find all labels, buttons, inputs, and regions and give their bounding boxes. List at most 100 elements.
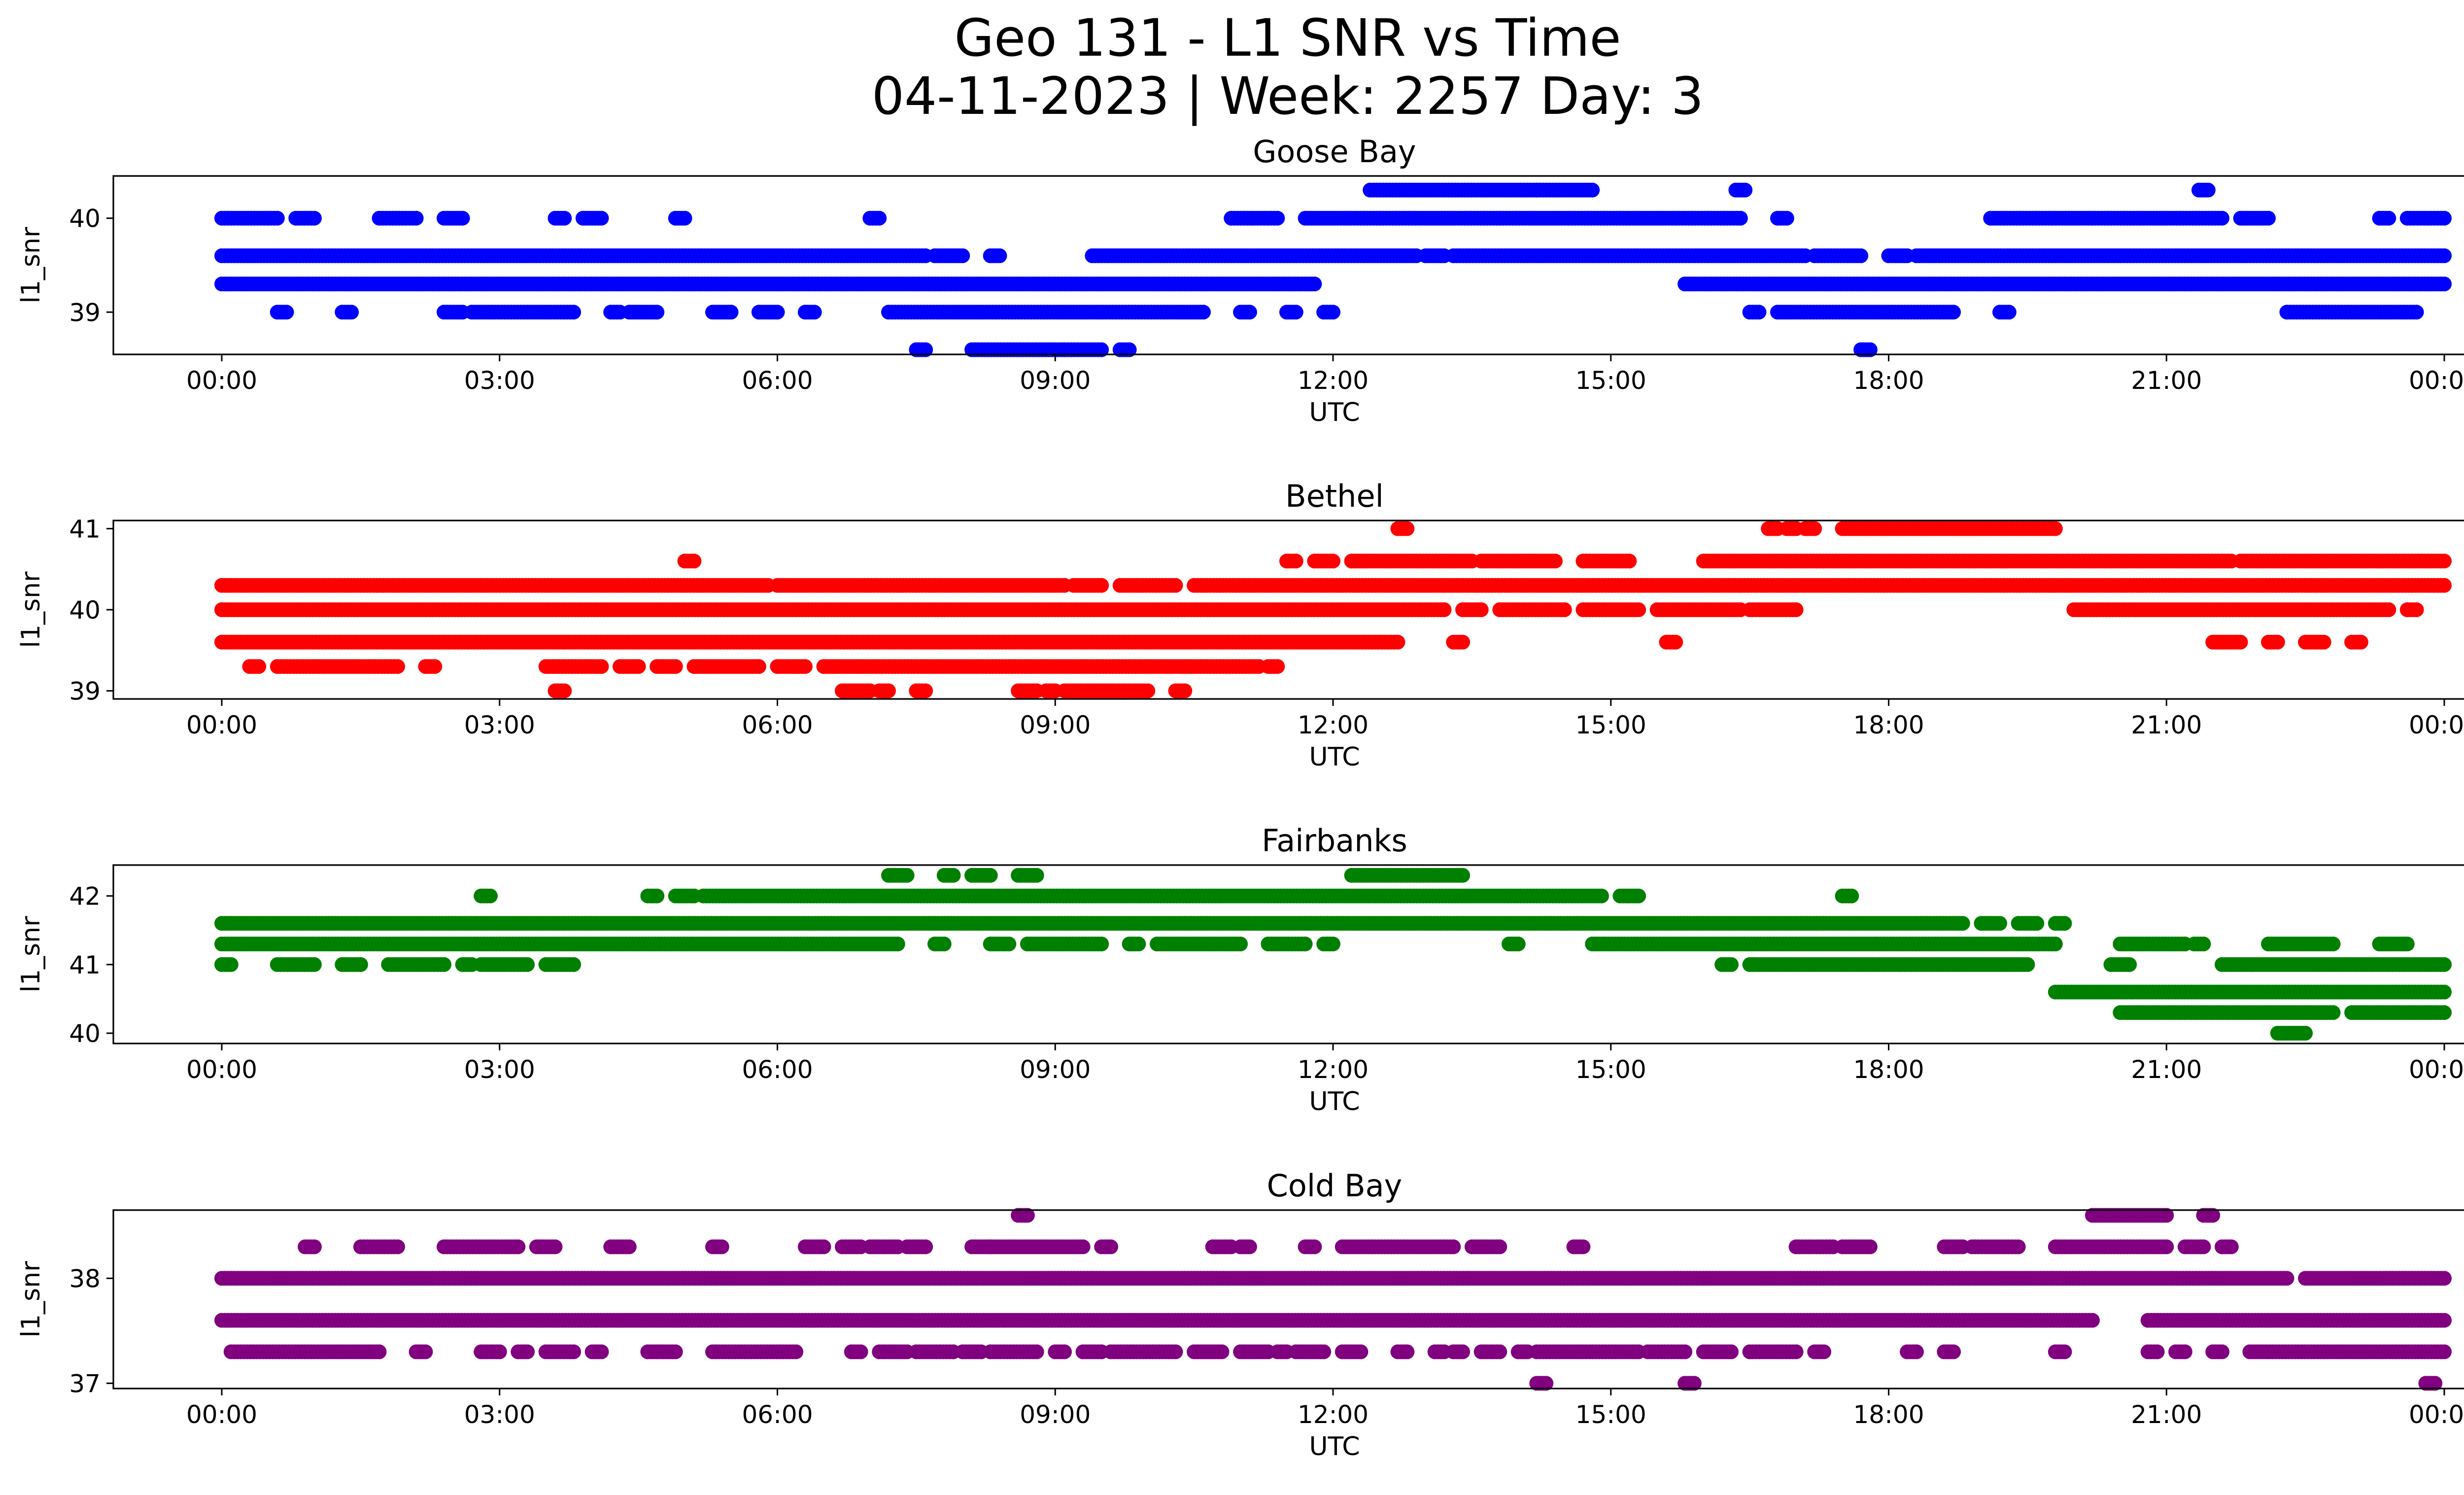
- data-point: [2437, 277, 2452, 292]
- x-tick-label: 03:00: [464, 711, 535, 739]
- data-point: [677, 210, 692, 226]
- data-point: [668, 659, 683, 674]
- data-point: [2381, 210, 2396, 226]
- data-points: [214, 182, 2452, 357]
- y-axis-label: l1_snr: [16, 227, 46, 304]
- x-tick-label: 12:00: [1298, 366, 1369, 395]
- data-point: [1390, 634, 1405, 650]
- data-point: [1094, 342, 1109, 357]
- x-tick-label: 00:00: [186, 711, 257, 739]
- data-point: [2233, 634, 2248, 650]
- data-point: [1326, 305, 1340, 320]
- data-point: [1631, 602, 1646, 617]
- data-point: [251, 659, 267, 674]
- x-axis-label: UTC: [1309, 742, 1360, 772]
- x-tick-label: 12:00: [1298, 711, 1369, 739]
- data-point: [723, 305, 739, 320]
- data-point: [983, 868, 998, 883]
- data-point: [1853, 248, 1869, 263]
- data-point: [1738, 182, 1753, 198]
- data-point: [1242, 305, 1257, 320]
- data-point: [390, 659, 405, 674]
- data-point: [279, 305, 294, 320]
- subplot-title: Bethel: [1285, 478, 1384, 514]
- figure-title: Geo 131 - L1 SNR vs Time 04-11-2023 | We…: [0, 9, 2464, 125]
- x-tick-label: 00:00: [2409, 366, 2464, 395]
- data-point: [770, 305, 785, 320]
- data-point: [409, 210, 424, 226]
- data-point: [2001, 305, 2017, 320]
- data-point: [557, 210, 572, 226]
- data-point: [1177, 683, 1193, 698]
- data-point: [872, 210, 887, 226]
- data-point: [1946, 305, 1961, 320]
- data-point: [2437, 554, 2452, 569]
- data-point: [2437, 248, 2452, 263]
- x-tick-label: 06:00: [742, 711, 813, 739]
- data-point: [1788, 602, 1804, 617]
- data-point: [2437, 578, 2452, 593]
- data-point: [455, 210, 470, 226]
- data-point: [2353, 634, 2368, 650]
- data-point: [2381, 602, 2396, 617]
- data-point: [1196, 305, 1211, 320]
- data-point: [1094, 578, 1109, 593]
- y-tick-label: 41: [69, 515, 101, 543]
- data-point: [1400, 521, 1415, 536]
- data-point: [1779, 210, 1794, 226]
- x-tick-label: 21:00: [2131, 711, 2202, 739]
- y-tick-label: 40: [69, 596, 101, 625]
- x-tick-label: 03:00: [464, 366, 535, 395]
- data-point: [2316, 634, 2331, 650]
- data-point: [899, 868, 915, 883]
- x-tick-label: 18:00: [1853, 711, 1924, 739]
- data-point: [483, 888, 498, 904]
- data-point: [1455, 634, 1471, 650]
- data-point: [270, 210, 285, 226]
- y-tick-label: 40: [69, 205, 101, 233]
- data-point: [1307, 277, 1322, 292]
- x-tick-label: 09:00: [1020, 711, 1091, 739]
- data-point: [307, 210, 322, 226]
- data-point: [1473, 602, 1489, 617]
- x-tick-label: 15:00: [1575, 711, 1646, 739]
- data-point: [686, 554, 702, 569]
- data-point: [650, 305, 665, 320]
- figure-title-line-1: Geo 131 - L1 SNR vs Time: [954, 8, 1621, 68]
- data-point: [427, 659, 443, 674]
- data-point: [2437, 210, 2452, 226]
- y-axis-label: l1_snr: [16, 571, 46, 648]
- data-point: [1029, 868, 1044, 883]
- data-point: [751, 659, 766, 674]
- data-point: [1168, 578, 1183, 593]
- data-point: [1326, 554, 1340, 569]
- data-point: [1631, 888, 1646, 904]
- data-point: [1288, 554, 1303, 569]
- data-point: [2200, 182, 2216, 198]
- data-point: [1594, 888, 1609, 904]
- plot-frame: [112, 175, 2464, 355]
- y-tick-label: 39: [69, 677, 101, 706]
- x-tick-label: 09:00: [1020, 366, 1091, 395]
- data-points: [214, 868, 2452, 1041]
- data-point: [1733, 210, 1748, 226]
- data-point: [1844, 888, 1859, 904]
- data-point: [650, 888, 665, 904]
- x-tick-label: 15:00: [1575, 366, 1646, 395]
- data-point: [946, 868, 961, 883]
- figure-title-line-2: 04-11-2023 | Week: 2257 Day: 3: [871, 66, 1704, 126]
- data-point: [1622, 554, 1637, 569]
- x-axis-label: UTC: [1309, 398, 1360, 427]
- data-point: [1862, 342, 1878, 357]
- data-point: [1122, 342, 1137, 357]
- data-point: [2409, 305, 2424, 320]
- data-point: [1668, 634, 1683, 650]
- y-tick-label: 39: [69, 298, 101, 327]
- data-point: [881, 683, 896, 698]
- data-point: [566, 305, 582, 320]
- subplot-title: Fairbanks: [1262, 823, 1407, 859]
- data-point: [1557, 602, 1572, 617]
- data-point: [1270, 659, 1285, 674]
